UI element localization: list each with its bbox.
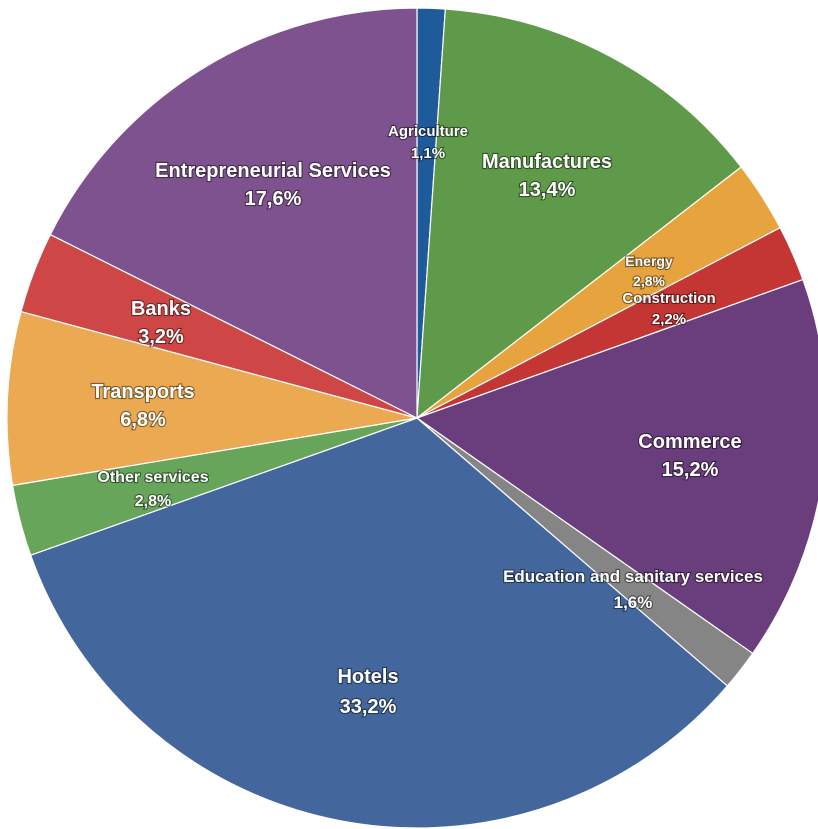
- pie-slice-transports: [6, 310, 418, 487]
- slice-name-hotels: Hotels: [337, 666, 398, 688]
- slice-value-transports: 6,8%: [120, 409, 166, 431]
- pie-slice-commerce: [415, 278, 818, 655]
- pie-slice-hotels: [29, 417, 729, 829]
- slice-value-commerce: 15,2%: [662, 459, 719, 481]
- slice-value-construction: 2,2%: [652, 311, 686, 328]
- slice-name-entrepreneurial-services: Entrepreneurial Services: [155, 160, 391, 182]
- slice-value-entrepreneurial-services: 17,6%: [245, 188, 302, 210]
- slice-value-other-services: 2,8%: [135, 493, 171, 510]
- pie-slice-entrepreneurial-services: [49, 7, 418, 419]
- pie-slices: [6, 7, 818, 829]
- slice-name-transports: Transports: [91, 381, 194, 403]
- slice-value-energy: 2,8%: [633, 273, 665, 289]
- slice-name-energy: Energy: [625, 253, 673, 269]
- slice-value-banks: 3,2%: [138, 326, 184, 348]
- slice-value-hotels: 33,2%: [340, 696, 397, 718]
- slice-name-commerce: Commerce: [638, 431, 741, 453]
- slice-name-banks: Banks: [131, 298, 191, 320]
- slice-name-agriculture: Agriculture: [388, 123, 468, 140]
- pie-slice-manufactures: [416, 8, 743, 420]
- slice-name-manufactures: Manufactures: [482, 151, 612, 173]
- slice-value-agriculture: 1,1%: [411, 145, 445, 162]
- slice-name-construction: Construction: [622, 290, 715, 307]
- slice-name-other-services: Other services: [97, 469, 208, 486]
- slice-name-education-and-sanitary-services: Education and sanitary services: [503, 567, 763, 586]
- slice-value-education-and-sanitary-services: 1,6%: [614, 593, 653, 612]
- slice-value-manufactures: 13,4%: [519, 179, 576, 201]
- pie-labels: Agriculture 1,1% Manufactures 13,4% Energy 2,…: [90, 122, 764, 719]
